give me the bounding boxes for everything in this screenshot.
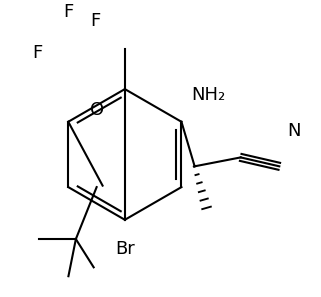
Text: N: N bbox=[287, 122, 301, 140]
Text: Br: Br bbox=[115, 241, 135, 258]
Text: F: F bbox=[63, 3, 74, 21]
Text: NH₂: NH₂ bbox=[191, 86, 225, 104]
Text: F: F bbox=[90, 12, 100, 30]
Text: F: F bbox=[32, 45, 42, 62]
Text: O: O bbox=[90, 101, 104, 119]
